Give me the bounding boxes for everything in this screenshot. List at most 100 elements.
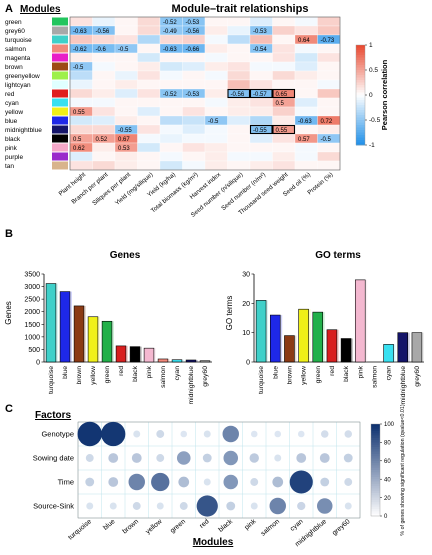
bubble — [77, 421, 102, 447]
module-swatch — [52, 17, 68, 26]
heatmap-cell — [249, 52, 273, 63]
colorbar-segment — [356, 105, 365, 108]
heatmap-cell — [114, 97, 138, 108]
bubble-ylabel: Factors — [35, 410, 72, 421]
colorbar-tick-label: 0 — [384, 514, 388, 520]
module-swatch — [52, 89, 68, 98]
x-tick-label: black — [132, 365, 139, 381]
heatmap-cell — [294, 97, 318, 108]
bar — [59, 291, 71, 363]
colorbar-segment — [356, 107, 365, 111]
heatmap-cell — [272, 106, 296, 117]
heatmap-cell — [182, 115, 206, 126]
bubble — [133, 430, 141, 438]
heatmap-cell — [137, 151, 161, 162]
x-tick-label: red — [329, 366, 336, 376]
y-tick-label: 2500 — [24, 297, 40, 304]
heatmap-cell — [249, 142, 273, 153]
y-tick-label: 2000 — [24, 309, 40, 316]
module-tick-label: grey60 — [331, 518, 352, 537]
heatmap-cell — [227, 79, 251, 90]
colorbar-segment — [356, 85, 365, 88]
colorbar-segment — [356, 67, 365, 71]
module-label: turquoise — [5, 37, 32, 44]
colorbar-segment — [356, 97, 365, 101]
heatmap-cell-value: -0.73 — [321, 38, 335, 44]
heatmap-cell — [69, 124, 93, 135]
module-swatch — [52, 35, 68, 44]
colorbar-segment — [371, 495, 380, 498]
colorbar-tick-label: 1 — [369, 42, 373, 49]
heatmap-cell — [272, 79, 296, 90]
heatmap-cell — [317, 142, 341, 153]
x-tick-label: salmon — [371, 366, 378, 388]
bubble — [151, 472, 170, 492]
bubble — [178, 476, 190, 488]
heatmap-cell — [92, 34, 116, 45]
heatmap-cell — [204, 133, 228, 144]
colorbar-segment — [371, 509, 380, 512]
bar — [284, 335, 295, 363]
colorbar-segment — [371, 502, 380, 505]
colorbar-segment — [356, 47, 365, 51]
bar — [199, 360, 211, 363]
heatmap-cell — [159, 142, 183, 153]
colorbar-segment — [371, 465, 380, 469]
module-label: red — [5, 91, 15, 98]
heatmap-cell — [137, 133, 161, 144]
heatmap-cell-value: 0.53 — [118, 146, 130, 152]
heatmap-cell — [317, 97, 341, 108]
heatmap-cell — [294, 79, 318, 90]
bubble — [128, 473, 145, 491]
heatmap-cell — [137, 88, 161, 99]
bar — [45, 283, 57, 363]
colorbar-segment — [356, 125, 365, 128]
bubble — [86, 502, 94, 510]
y-tick-label: 1000 — [24, 334, 40, 341]
colorbar-segment — [356, 122, 365, 126]
heatmap-cell-value: -0.6 — [96, 47, 107, 53]
x-tick-label: cyan — [174, 366, 181, 381]
heatmap-cell — [227, 34, 251, 45]
heatmap-cell — [159, 151, 183, 162]
colorbar-segment — [371, 486, 380, 489]
heatmap-cell-value: 0.52 — [96, 137, 108, 143]
heatmap-cell — [204, 34, 228, 45]
heatmap-cell — [204, 106, 228, 117]
module-label: cyan — [5, 100, 19, 107]
colorbar-segment — [371, 463, 380, 466]
colorbar-segment — [356, 117, 365, 121]
bar — [171, 359, 183, 363]
y-tick-label: 10 — [242, 330, 250, 337]
x-tick-label: midnightblue — [400, 366, 407, 405]
colorbar-segment — [356, 57, 365, 61]
panel-a-label: A — [5, 3, 13, 15]
module-label: blue — [5, 118, 18, 125]
go-terms-bar-chart: 0 10 20 30 turquoise blue brown yellow green red b… — [242, 272, 424, 405]
heatmap-cell — [317, 160, 341, 171]
heatmap-cell-value: -0.52 — [163, 20, 177, 26]
colorbar-segment — [371, 481, 380, 485]
heatmap-cell — [227, 43, 251, 54]
factor-label: Genotype — [41, 430, 74, 439]
module-swatch — [52, 80, 68, 89]
module-tick-label: black — [217, 518, 234, 534]
x-tick-label: black — [343, 365, 350, 381]
heatmap-cell-value: 0.5 — [73, 137, 82, 143]
panel-b-label: B — [5, 228, 13, 240]
module-label: greenyellow — [5, 73, 40, 80]
go-ylabel: GO terms — [225, 296, 234, 331]
colorbar-segment — [371, 483, 380, 487]
bar — [411, 332, 423, 363]
colorbar-segment — [356, 52, 365, 56]
colorbar-tick-label: 20 — [384, 496, 391, 502]
colorbar-segment — [356, 127, 365, 131]
colorbar-segment — [371, 451, 380, 455]
heatmap-cell — [114, 115, 138, 126]
heatmap-cell — [182, 106, 206, 117]
y-tick-label: 1500 — [24, 322, 40, 329]
x-tick-label: yellow — [90, 366, 97, 385]
colorbar-segment — [356, 82, 365, 86]
heatmap-cell — [137, 106, 161, 117]
heatmap-cell-value: -0.5 — [73, 65, 84, 71]
